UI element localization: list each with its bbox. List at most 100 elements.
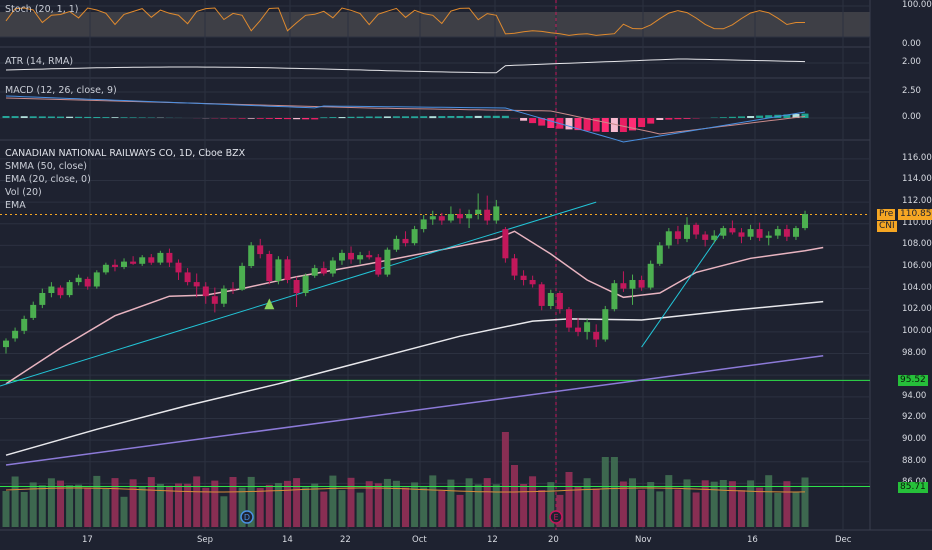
volume-bar bbox=[293, 478, 301, 527]
volume-bar bbox=[265, 484, 273, 527]
volume-bar bbox=[429, 475, 437, 527]
volume-bar bbox=[184, 483, 192, 527]
volume-bar bbox=[47, 478, 55, 527]
volume-bar bbox=[111, 478, 119, 527]
volume-bar bbox=[656, 491, 664, 527]
price-tick: 98.00 bbox=[902, 347, 927, 358]
macd-legend: MACD (12, 26, close, 9) bbox=[5, 85, 117, 96]
time-tick: Dec bbox=[835, 535, 852, 545]
candle-body bbox=[611, 283, 618, 310]
macd-histogram-bar bbox=[57, 116, 64, 118]
volume-bar bbox=[11, 476, 19, 527]
volume-bar bbox=[747, 480, 755, 527]
volume-bar bbox=[311, 483, 319, 527]
candle-body bbox=[112, 264, 118, 267]
macd-histogram-bar bbox=[302, 118, 310, 120]
volume-bar bbox=[302, 487, 310, 527]
candle-body bbox=[148, 257, 155, 263]
macd-histogram-bar bbox=[392, 116, 400, 118]
candle-body bbox=[329, 260, 336, 274]
candle-body bbox=[202, 286, 209, 297]
candle-body bbox=[756, 229, 763, 238]
candle-body bbox=[466, 214, 473, 219]
symbol-tag: CNI bbox=[877, 220, 897, 232]
price-tick: 88.00 bbox=[902, 455, 927, 466]
macd-histogram-bar bbox=[719, 117, 727, 118]
macd-histogram-bar bbox=[619, 118, 627, 132]
price-tick: 92.00 bbox=[902, 412, 927, 423]
price-tick: 106.00 bbox=[902, 261, 932, 271]
candle-body bbox=[647, 263, 654, 288]
macd-histogram-bar bbox=[665, 118, 673, 120]
macd-histogram-bar bbox=[247, 118, 255, 119]
ema-legend: EMA bbox=[5, 200, 26, 211]
time-tick: Oct bbox=[412, 535, 427, 545]
macd-histogram-bar bbox=[265, 118, 273, 119]
price-tick: 102.00 bbox=[902, 304, 932, 315]
time-tick: 22 bbox=[340, 535, 351, 545]
macd-histogram-bar bbox=[601, 118, 609, 132]
volume-bar bbox=[638, 489, 646, 527]
volume-bar bbox=[783, 481, 791, 527]
candle-body bbox=[311, 268, 318, 276]
candle-body bbox=[357, 255, 364, 260]
candle-body bbox=[175, 262, 182, 273]
candle-body bbox=[665, 231, 672, 246]
candle-body bbox=[348, 252, 354, 260]
candle-body bbox=[493, 206, 500, 221]
earnings-marker bbox=[549, 510, 563, 524]
macd-histogram-bar bbox=[129, 117, 137, 118]
candle-body bbox=[420, 219, 427, 230]
volume-bar bbox=[710, 481, 718, 527]
candle-body bbox=[802, 214, 808, 229]
macd-histogram-bar bbox=[610, 118, 618, 132]
candle-body bbox=[575, 327, 581, 332]
volume-bar bbox=[329, 475, 337, 527]
candle-body bbox=[102, 264, 109, 273]
candle-body bbox=[738, 232, 745, 237]
volume-ma-line bbox=[5, 487, 806, 493]
candle-body bbox=[302, 275, 309, 293]
candle-body bbox=[566, 309, 572, 328]
candle-body bbox=[66, 282, 73, 296]
candle-body bbox=[275, 259, 282, 281]
stoch-legend: Stoch (20, 1, 1) bbox=[5, 4, 79, 15]
volume-bar bbox=[683, 479, 691, 527]
candle-body bbox=[166, 252, 173, 263]
volume-bar bbox=[392, 480, 400, 527]
volume-bar bbox=[193, 476, 201, 527]
support-price-tag-low: 85.71 bbox=[898, 481, 928, 493]
macd-histogram-bar bbox=[501, 115, 509, 119]
volume-bar bbox=[756, 487, 764, 527]
macd-histogram-bar bbox=[492, 115, 500, 118]
pre-price-tag: 110.85 bbox=[898, 208, 932, 220]
macd-histogram-bar bbox=[47, 116, 55, 118]
price-tick: 104.00 bbox=[902, 282, 932, 293]
volume-bar bbox=[383, 478, 391, 527]
volume-bar bbox=[765, 475, 773, 527]
macd-histogram-bar bbox=[583, 118, 591, 131]
volume-bar bbox=[29, 482, 37, 527]
smma-legend: SMMA (50, close) bbox=[5, 161, 87, 172]
macd-histogram-bar bbox=[447, 116, 455, 118]
price-tick: 90.00 bbox=[902, 434, 927, 445]
volume-bar bbox=[774, 492, 782, 527]
volume-bar bbox=[202, 487, 210, 527]
stoch-tick: 100.00 bbox=[902, 0, 932, 10]
macd-line bbox=[5, 95, 806, 143]
candle-body bbox=[257, 245, 264, 255]
candle-body bbox=[475, 209, 482, 214]
macd-histogram-bar bbox=[256, 118, 264, 119]
candle-body bbox=[457, 214, 463, 219]
price-tick: 114.00 bbox=[902, 174, 932, 185]
macd-histogram-bar bbox=[374, 116, 382, 119]
candle-body bbox=[230, 288, 236, 290]
macd-histogram-bar bbox=[11, 116, 19, 118]
candle-body bbox=[783, 229, 790, 237]
volume-bar bbox=[592, 488, 600, 527]
volume-bar bbox=[20, 492, 28, 527]
macd-histogram-bar bbox=[465, 116, 473, 119]
macd-histogram-bar bbox=[538, 118, 546, 126]
volume-bar bbox=[438, 490, 446, 527]
